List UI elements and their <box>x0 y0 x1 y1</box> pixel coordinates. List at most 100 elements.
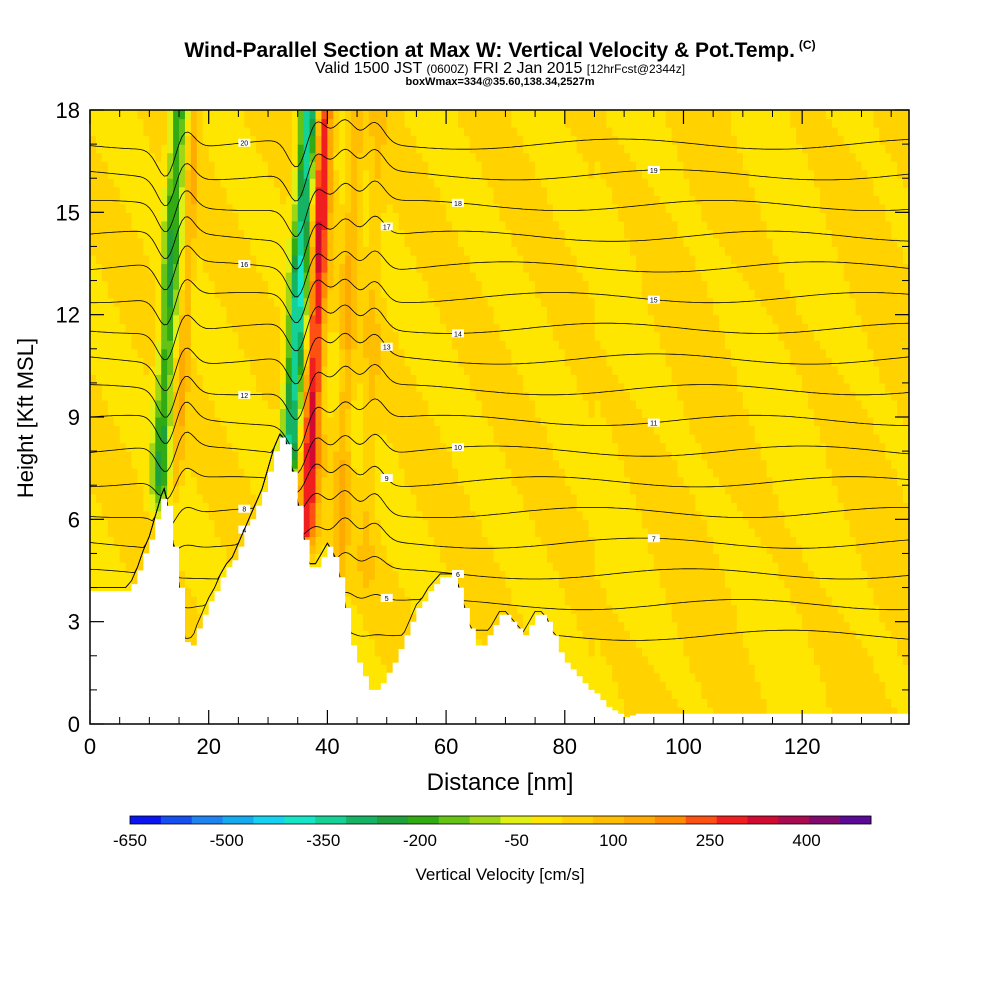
field-cell <box>291 178 299 188</box>
field-cell <box>469 417 477 427</box>
field-cell <box>297 331 305 341</box>
field-cell <box>457 425 465 435</box>
field-cell <box>452 254 459 265</box>
field-cell <box>90 365 97 375</box>
field-cell <box>457 178 465 188</box>
field-cell <box>374 289 382 299</box>
field-cell <box>327 127 334 137</box>
field-cell <box>226 289 234 299</box>
field-cell <box>410 604 418 614</box>
field-cell <box>125 527 133 537</box>
field-cell <box>428 570 435 580</box>
field-cell <box>386 664 394 674</box>
field-cell <box>374 502 382 512</box>
field-cell <box>398 408 406 418</box>
field-cell <box>95 561 103 572</box>
field-cell <box>90 561 97 572</box>
field-cell <box>303 169 311 179</box>
field-cell <box>238 144 245 154</box>
field-cell <box>404 289 412 299</box>
field-cell <box>315 297 323 307</box>
field-cell <box>475 135 483 145</box>
field-cell <box>167 212 174 222</box>
field-cell <box>374 237 382 248</box>
field-cell <box>232 127 239 137</box>
field-cell <box>368 502 376 512</box>
field-cell <box>179 357 186 367</box>
field-cell <box>463 442 471 452</box>
field-cell <box>256 493 263 503</box>
field-cell <box>161 417 168 427</box>
field-cell <box>428 135 435 145</box>
field-cell <box>184 485 192 495</box>
field-cell <box>321 519 328 529</box>
field-cell <box>386 135 394 145</box>
field-cell <box>416 195 423 205</box>
field-cell <box>173 186 180 196</box>
field-cell <box>374 340 382 350</box>
field-cell <box>190 527 198 537</box>
field-cell <box>137 212 145 222</box>
field-cell <box>333 382 340 393</box>
field-cell <box>410 399 418 410</box>
field-cell <box>416 178 423 188</box>
field-cell <box>440 118 447 128</box>
field-cell <box>101 212 109 222</box>
field-cell <box>493 152 501 162</box>
field-cell <box>446 237 453 248</box>
field-cell <box>493 596 501 606</box>
field-cell <box>202 323 210 333</box>
field-cell <box>309 340 317 350</box>
field-cell <box>475 544 483 555</box>
field-cell <box>345 451 352 461</box>
field-cell <box>457 110 465 120</box>
field-cell <box>339 476 346 486</box>
field-cell <box>404 553 412 563</box>
field-cell <box>131 254 139 265</box>
field-cell <box>125 237 133 248</box>
field-cell <box>440 408 447 418</box>
field-cell <box>119 493 127 503</box>
field-cell <box>113 254 121 265</box>
field-cell <box>196 348 204 358</box>
field-cell <box>202 493 210 503</box>
field-cell <box>256 340 263 350</box>
field-cell <box>475 493 483 503</box>
field-cell <box>113 229 121 239</box>
field-cell <box>357 212 364 222</box>
field-cell <box>410 485 418 495</box>
field-cell <box>226 544 234 555</box>
field-cell <box>256 323 263 333</box>
field-cell <box>327 374 334 384</box>
field-cell <box>422 135 429 145</box>
field-cell <box>220 425 228 435</box>
field-cell <box>107 519 115 529</box>
field-cell <box>440 220 447 230</box>
field-cell <box>244 331 251 341</box>
field-cell <box>303 203 311 213</box>
field-cell <box>161 468 168 478</box>
field-cell <box>363 161 370 171</box>
field-cell <box>101 144 109 154</box>
field-cell <box>363 272 370 282</box>
field-cell <box>226 561 234 572</box>
field-cell <box>357 237 364 248</box>
field-cell <box>303 289 311 299</box>
field-cell <box>363 382 370 393</box>
field-cell <box>161 434 168 444</box>
field-cell <box>368 655 376 665</box>
field-cell <box>428 246 435 256</box>
field-cell <box>137 544 145 555</box>
field-cell <box>481 476 489 486</box>
field-cell <box>95 348 103 358</box>
field-cell <box>368 229 376 239</box>
field-cell <box>321 365 328 375</box>
field-cell <box>315 527 323 537</box>
field-cell <box>161 161 168 171</box>
field-cell <box>315 391 323 401</box>
field-cell <box>179 195 186 205</box>
field-cell <box>155 169 162 179</box>
field-cell <box>297 348 305 358</box>
field-cell <box>422 468 429 478</box>
field-cell <box>107 382 115 393</box>
